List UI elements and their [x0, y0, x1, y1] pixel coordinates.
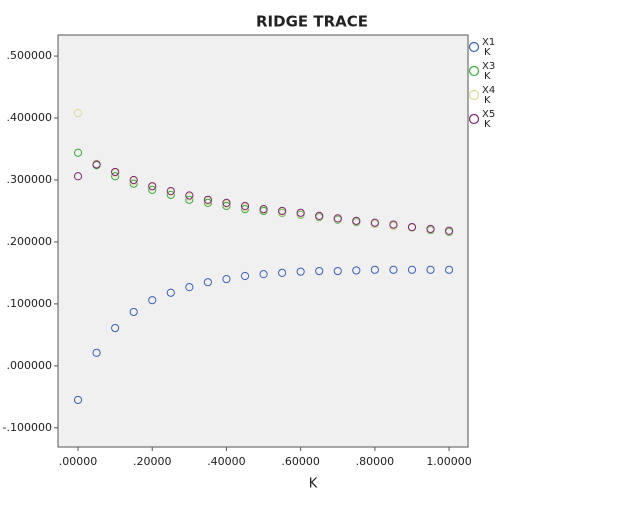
point [129, 179, 138, 188]
legend-marker [468, 113, 480, 125]
point [129, 175, 138, 185]
point [278, 206, 287, 216]
point [166, 190, 175, 199]
point [333, 266, 342, 276]
point [73, 172, 83, 181]
point [407, 222, 417, 232]
x-tick-label: .40000 [207, 455, 246, 468]
point [148, 182, 157, 191]
point [129, 307, 138, 317]
y-tick-label: .300000 [7, 173, 53, 186]
point [259, 270, 268, 279]
y-tick-label: -.100000 [3, 421, 52, 434]
point [185, 195, 194, 204]
x-tick-label: .20000 [133, 455, 172, 468]
y-tick-label: .000000 [7, 359, 53, 372]
point [73, 148, 83, 157]
x-tick-label: .60000 [281, 455, 320, 468]
point [185, 191, 194, 200]
point [222, 198, 231, 207]
legend-sublabel: K [484, 71, 491, 82]
legend-label: X4 [482, 85, 495, 96]
point [203, 195, 213, 204]
point [166, 288, 175, 297]
point [315, 266, 324, 276]
point [185, 283, 194, 292]
point [203, 278, 213, 287]
legend-marker [468, 41, 480, 53]
point [370, 218, 379, 227]
point [426, 224, 435, 234]
point [315, 211, 324, 221]
point [166, 187, 175, 196]
point [259, 204, 268, 214]
y-tick-label: .500000 [7, 49, 53, 62]
legend-label: X3 [482, 61, 495, 72]
point [426, 265, 435, 274]
point [296, 208, 305, 217]
point [352, 266, 361, 275]
point [148, 296, 157, 305]
legend-sublabel: K [484, 47, 491, 58]
point [389, 220, 398, 229]
point [407, 265, 417, 274]
legend-marker [468, 65, 480, 77]
point [444, 226, 454, 235]
x-tick-label: 1.00000 [426, 455, 472, 468]
point [370, 265, 379, 274]
chart-title: RIDGE TRACE [256, 13, 368, 31]
point [240, 201, 250, 211]
point [352, 216, 361, 225]
point [73, 108, 83, 118]
y-tick-label: .100000 [7, 297, 53, 310]
point [111, 172, 120, 181]
point [222, 275, 231, 284]
point [148, 185, 157, 194]
plot-area [57, 34, 469, 448]
x-tick-label: .80000 [356, 455, 395, 468]
point [111, 323, 120, 333]
y-tick-label: .200000 [7, 235, 53, 248]
x-axis-label: K [309, 477, 318, 492]
point [92, 348, 101, 357]
point [240, 271, 250, 281]
point [333, 214, 342, 223]
point [296, 267, 305, 276]
point [278, 268, 287, 278]
legend-marker [468, 89, 480, 101]
legend-label: X1 [482, 37, 495, 48]
point [73, 395, 83, 405]
legend-label: X5 [482, 109, 495, 120]
y-tick-label: .400000 [7, 111, 53, 124]
legend-sublabel: K [484, 119, 491, 130]
point [92, 160, 101, 169]
point [389, 265, 398, 274]
x-tick-label: .00000 [59, 455, 98, 468]
point [444, 265, 454, 274]
legend-sublabel: K [484, 95, 491, 106]
point [111, 167, 120, 177]
